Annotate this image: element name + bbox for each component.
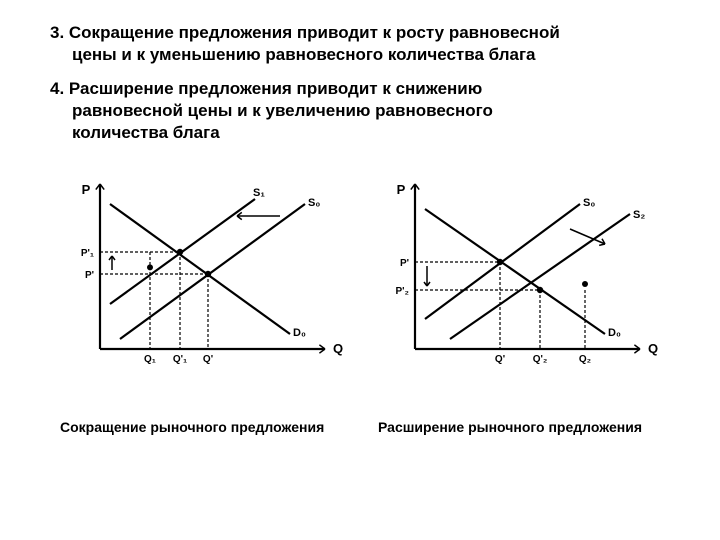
svg-text:S₁: S₁ bbox=[253, 187, 265, 199]
svg-text:D₀: D₀ bbox=[293, 327, 306, 339]
text-line: 3. Сокращение предложения приводит к рос… bbox=[50, 23, 560, 42]
caption-left: Сокращение рыночного предложения bbox=[60, 419, 360, 435]
svg-text:Q₂: Q₂ bbox=[579, 354, 591, 365]
caption-right: Расширение рыночного предложения bbox=[360, 419, 660, 435]
paragraph-3: 3. Сокращение предложения приводит к рос… bbox=[50, 22, 670, 66]
svg-text:P: P bbox=[82, 182, 91, 197]
text-line: равновесной цены и к увеличению равновес… bbox=[50, 101, 493, 120]
text-line: 4. Расширение предложения приводит к сни… bbox=[50, 79, 482, 98]
charts-container: P Q D₀ S₀ S₁ P'₁ Q'₁ P' Q' Q₁ P Q D₀ S₀ S₂ P' Q' P'₂ Q'₂ Q… bbox=[50, 174, 670, 384]
paragraph-4: 4. Расширение предложения приводит к сни… bbox=[50, 78, 670, 144]
svg-text:P: P bbox=[397, 182, 406, 197]
left-chart: P Q D₀ S₀ S₁ P'₁ Q'₁ P' Q' Q₁ bbox=[60, 174, 345, 384]
captions-row: Сокращение рыночного предложения Расшире… bbox=[50, 419, 670, 435]
svg-text:Q': Q' bbox=[495, 354, 505, 365]
svg-text:P': P' bbox=[400, 258, 409, 269]
svg-text:P': P' bbox=[85, 270, 94, 281]
svg-text:P'₂: P'₂ bbox=[396, 286, 410, 297]
right-chart: P Q D₀ S₀ S₂ P' Q' P'₂ Q'₂ Q₂ bbox=[375, 174, 660, 384]
svg-text:Q'₂: Q'₂ bbox=[533, 354, 548, 365]
svg-text:Q'₁: Q'₁ bbox=[173, 354, 187, 365]
text-line: цены и к уменьшению равновесного количес… bbox=[50, 45, 536, 64]
svg-text:Q: Q bbox=[333, 341, 343, 356]
svg-text:P'₁: P'₁ bbox=[81, 248, 94, 259]
text-line: количества блага bbox=[50, 123, 220, 142]
svg-text:S₀: S₀ bbox=[583, 197, 595, 209]
svg-text:S₂: S₂ bbox=[633, 209, 645, 221]
svg-text:Q': Q' bbox=[203, 354, 213, 365]
svg-text:Q: Q bbox=[648, 341, 658, 356]
svg-text:Q₁: Q₁ bbox=[144, 354, 156, 365]
svg-text:D₀: D₀ bbox=[608, 327, 621, 339]
svg-text:S₀: S₀ bbox=[308, 197, 320, 209]
